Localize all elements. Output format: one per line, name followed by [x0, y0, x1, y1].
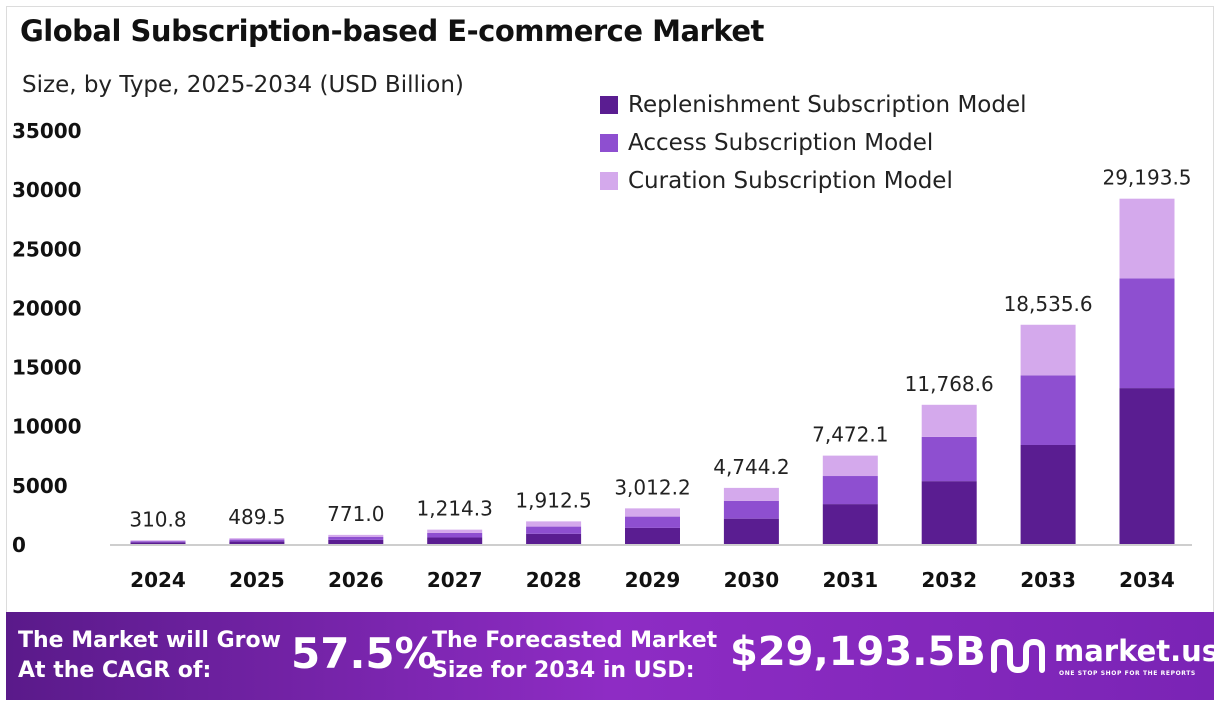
bar-segment-replenishment [723, 518, 779, 544]
brand-name: market.us [1054, 634, 1220, 668]
bar-segment-curation [723, 487, 779, 501]
x-tick-label: 2027 [427, 568, 483, 592]
y-tick-label: 20000 [12, 296, 82, 320]
total-value-label: 11,768.6 [905, 372, 994, 396]
legend-swatch-access [600, 134, 618, 152]
bar-segment-access [328, 536, 384, 540]
y-tick-label: 0 [12, 533, 26, 557]
x-tick-label: 2032 [921, 568, 977, 592]
bar-segment-replenishment [822, 504, 878, 544]
bar-segment-curation [625, 508, 680, 517]
bar-segment-replenishment [130, 542, 186, 544]
legend-swatch-replenishment [600, 96, 618, 114]
cagr-label: The Market will Grow At the CAGR of: [18, 626, 281, 686]
total-value-label: 3,012.2 [614, 475, 690, 499]
bar-segment-curation [130, 540, 186, 542]
total-value-label: 7,472.1 [812, 423, 888, 447]
bar-segment-curation [822, 455, 878, 477]
legend-swatch-curation [600, 172, 618, 190]
bar-segment-access [1020, 375, 1076, 445]
total-value-label: 29,193.5 [1102, 166, 1191, 190]
bar-segment-replenishment [1119, 388, 1175, 544]
y-tick-label: 15000 [12, 356, 82, 380]
x-axis: 2024 2025 2026 2027 2028 2029 2030 2031 2032 2033… [110, 544, 1192, 592]
bar-segment-curation [921, 404, 977, 437]
bar-segment-access [921, 436, 977, 482]
x-tick-label: 2029 [625, 568, 681, 592]
legend-item-access: Access Subscription Model [600, 124, 1027, 162]
x-tick-label: 2028 [526, 568, 582, 592]
y-tick-label: 35000 [12, 119, 82, 143]
bar-segment-replenishment [328, 539, 384, 544]
legend-label-access: Access Subscription Model [628, 130, 934, 156]
y-tick-label: 30000 [12, 178, 82, 202]
legend-item-replenishment: Replenishment Subscription Model [600, 86, 1027, 124]
x-tick-label: 2024 [130, 568, 186, 592]
bar-segment-curation [328, 534, 384, 537]
total-value-label: 4,744.2 [713, 455, 789, 479]
bar-segment-access [130, 541, 186, 543]
y-axis: 0 5000 10000 15000 20000 25000 30000 35000 [12, 119, 82, 557]
bar-chart: 0 5000 10000 15000 20000 25000 30000 35000 310.… [12, 119, 1192, 592]
forecast-value: $29,193.5B [730, 629, 986, 675]
total-labels: 310.8 489.5 771.0 1,214.3 1,912.5 3,012.2 4,74… [129, 166, 1191, 532]
bar-segment-curation [427, 529, 483, 533]
x-tick-label: 2025 [229, 568, 285, 592]
total-value-label: 310.8 [129, 507, 186, 531]
chart-subtitle: Size, by Type, 2025-2034 (USD Billion) [22, 72, 464, 98]
forecast-label-line2: Size for 2034 in USD: [432, 658, 695, 683]
chart-legend: Replenishment Subscription Model Access … [600, 86, 1027, 200]
bar-segment-curation [526, 521, 582, 527]
total-value-label: 18,535.6 [1004, 292, 1093, 316]
cagr-label-line2: At the CAGR of: [18, 658, 212, 683]
total-value-label: 1,912.5 [515, 488, 591, 512]
market-us-logo-icon [991, 638, 1045, 674]
cagr-label-line1: The Market will Grow [18, 628, 281, 653]
cagr-value: 57.5% [291, 629, 437, 678]
bar-segment-access [625, 516, 680, 528]
chart-frame [6, 6, 1214, 700]
bar-segment-access [229, 539, 285, 542]
chart-title: Global Subscription-based E-commerce Mar… [20, 14, 764, 48]
brand-tagline: ONE STOP SHOP FOR THE REPORTS [1059, 670, 1196, 677]
forecast-label-line1: The Forecasted Market [432, 628, 718, 653]
bar-segment-replenishment [229, 541, 285, 544]
x-tick-label: 2034 [1119, 568, 1175, 592]
x-tick-label: 2030 [724, 568, 780, 592]
total-value-label: 1,214.3 [417, 497, 493, 521]
bar-segment-replenishment [1020, 444, 1076, 544]
bar-segment-replenishment [427, 537, 483, 544]
x-tick-label: 2033 [1020, 568, 1076, 592]
bar-segment-access [822, 476, 878, 505]
total-value-label: 771.0 [327, 502, 384, 526]
y-tick-label: 5000 [12, 474, 68, 498]
bar-segment-curation [229, 538, 285, 540]
forecast-label: The Forecasted Market Size for 2034 in U… [432, 626, 717, 686]
bar-segment-access [526, 526, 582, 534]
y-tick-label: 25000 [12, 237, 82, 261]
legend-item-curation: Curation Subscription Model [600, 162, 1027, 200]
x-tick-label: 2026 [328, 568, 384, 592]
legend-label-curation: Curation Subscription Model [628, 168, 953, 194]
legend-label-replenishment: Replenishment Subscription Model [628, 92, 1027, 118]
bar-segment-access [723, 500, 779, 519]
summary-banner: The Market will Grow At the CAGR of: 57.… [6, 612, 1219, 700]
bar-segment-curation [1119, 198, 1175, 279]
bar-segment-access [1119, 278, 1175, 389]
bar-segment-replenishment [921, 481, 977, 544]
bar-segment-curation [1020, 324, 1076, 376]
bar-segment-replenishment [625, 527, 680, 544]
bar-stacks [130, 198, 1175, 544]
y-tick-label: 10000 [12, 415, 82, 439]
total-value-label: 489.5 [228, 505, 285, 529]
bar-segment-access [427, 532, 483, 538]
x-tick-label: 2031 [822, 568, 878, 592]
bar-segment-replenishment [526, 533, 582, 544]
